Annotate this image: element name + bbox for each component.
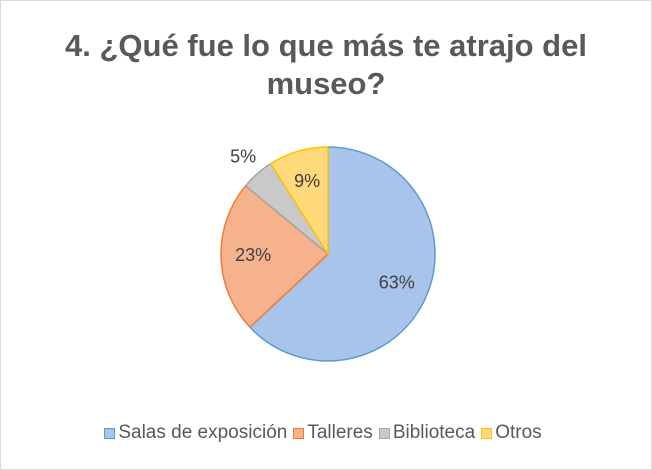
legend: Salas de exposición Talleres Biblioteca Otr… bbox=[1, 422, 651, 444]
legend-label: Biblioteca bbox=[392, 422, 476, 443]
legend-swatch bbox=[104, 427, 116, 439]
pie-slice bbox=[269, 146, 329, 257]
chart-title: 4. ¿Qué fue lo que más te atrajo del mus… bbox=[65, 28, 587, 101]
data-label: 5% bbox=[230, 146, 256, 166]
legend-label: Talleres bbox=[307, 422, 373, 443]
legend-item: Otros bbox=[481, 422, 542, 444]
data-label: 63% bbox=[379, 272, 415, 292]
pie-slice bbox=[220, 184, 330, 329]
legend-item: Biblioteca bbox=[378, 422, 476, 444]
legend-label: Otros bbox=[495, 422, 542, 443]
pie-slice bbox=[248, 146, 436, 362]
data-label: 9% bbox=[294, 171, 320, 191]
legend-item: Talleres bbox=[293, 422, 373, 444]
legend-item: Salas de exposición bbox=[104, 422, 287, 444]
legend-swatch bbox=[481, 427, 493, 439]
data-label: 23% bbox=[235, 245, 271, 265]
legend-swatch bbox=[378, 427, 390, 439]
legend-label: Salas de exposición bbox=[118, 422, 288, 443]
legend-swatch bbox=[293, 427, 305, 439]
